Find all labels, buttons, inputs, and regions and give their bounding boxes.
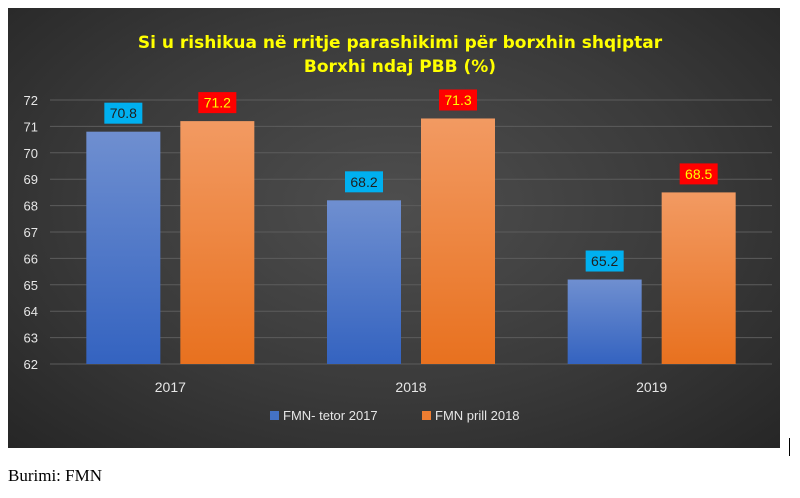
bar-chart: Si u rishikua në rritje parashikimi për … xyxy=(24,33,772,423)
data-label: 71.2 xyxy=(204,95,231,111)
y-tick-label: 72 xyxy=(24,93,38,108)
chart-panel: Si u rishikua në rritje parashikimi për … xyxy=(8,8,790,456)
bar-2018-series-2 xyxy=(421,118,495,364)
data-label: 68.2 xyxy=(350,174,377,190)
x-tick-label: 2017 xyxy=(155,379,186,395)
y-tick-label: 68 xyxy=(24,199,38,214)
data-label: 71.3 xyxy=(444,92,471,108)
bar-2019-series-2 xyxy=(661,192,736,364)
data-label-box xyxy=(585,250,624,272)
chart-title: Si u rishikua në rritje parashikimi për … xyxy=(138,33,663,53)
data-label-box xyxy=(439,89,477,111)
bar-2017-series-2 xyxy=(180,121,255,365)
legend-swatch xyxy=(270,411,279,420)
source-note: Burimi: FMN xyxy=(8,466,102,485)
x-tick-label: 2018 xyxy=(395,379,426,395)
bar-2019-series-1 xyxy=(567,279,642,364)
y-tick-label: 62 xyxy=(24,357,38,372)
legend-swatch xyxy=(422,411,431,420)
data-label-box xyxy=(679,163,718,185)
data-label: 65.2 xyxy=(591,253,618,269)
bar-2017-series-1 xyxy=(86,131,161,364)
y-tick-label: 67 xyxy=(24,225,38,240)
y-tick-label: 66 xyxy=(24,251,38,266)
legend-label: FMN- tetor 2017 xyxy=(283,408,378,423)
data-label-box xyxy=(104,102,143,124)
y-tick-label: 63 xyxy=(24,331,38,346)
y-tick-label: 65 xyxy=(24,278,38,293)
y-tick-label: 70 xyxy=(24,146,38,161)
data-label-box xyxy=(198,92,237,114)
chart-subtitle: Borxhi ndaj PBB (%) xyxy=(304,57,496,77)
data-label-box xyxy=(345,171,383,193)
y-tick-label: 71 xyxy=(24,119,38,134)
data-label: 70.8 xyxy=(110,105,137,121)
y-tick-label: 64 xyxy=(24,304,38,319)
legend-label: FMN prill 2018 xyxy=(435,408,520,423)
x-tick-label: 2019 xyxy=(636,379,667,395)
data-label: 68.5 xyxy=(685,166,712,182)
y-tick-label: 69 xyxy=(24,172,38,187)
bar-2018-series-1 xyxy=(327,200,401,364)
